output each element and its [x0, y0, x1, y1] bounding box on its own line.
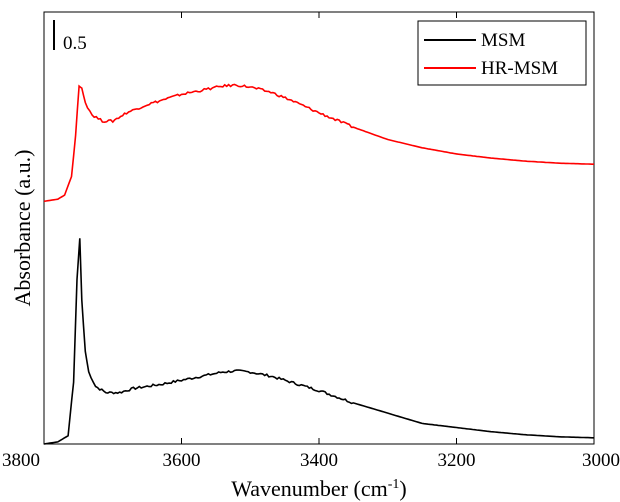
x-axis-title-main: Wavenumber (cm [231, 476, 387, 501]
legend-label-hr-msm: HR-MSM [481, 58, 558, 79]
series-line-hr-msm [43, 83, 594, 203]
x-tick-label: 3600 [163, 450, 201, 471]
legend-label-msm: MSM [481, 30, 525, 51]
x-tick-label: 3000 [582, 450, 620, 471]
x-tick-label: 3200 [438, 450, 476, 471]
series-group [43, 83, 594, 445]
x-tick-label: 3400 [300, 450, 338, 471]
x-axis-title-superscript: -1 [388, 477, 400, 492]
y-axis-title: Absorbance (a.u.) [10, 150, 35, 307]
legend-box [417, 20, 587, 86]
x-tick-label: 3800 [2, 450, 40, 471]
x-axis-title: Wavenumber (cm-1) [231, 476, 406, 501]
x-axis-ticks [43, 12, 595, 444]
scale-bar-label: 0.5 [63, 33, 87, 54]
legend: MSM HR-MSM [417, 20, 587, 86]
x-axis-title-close: ) [399, 476, 406, 501]
x-axis-tick-labels: 3800 3600 3400 3200 3000 [2, 450, 620, 471]
series-line-msm [43, 238, 594, 445]
